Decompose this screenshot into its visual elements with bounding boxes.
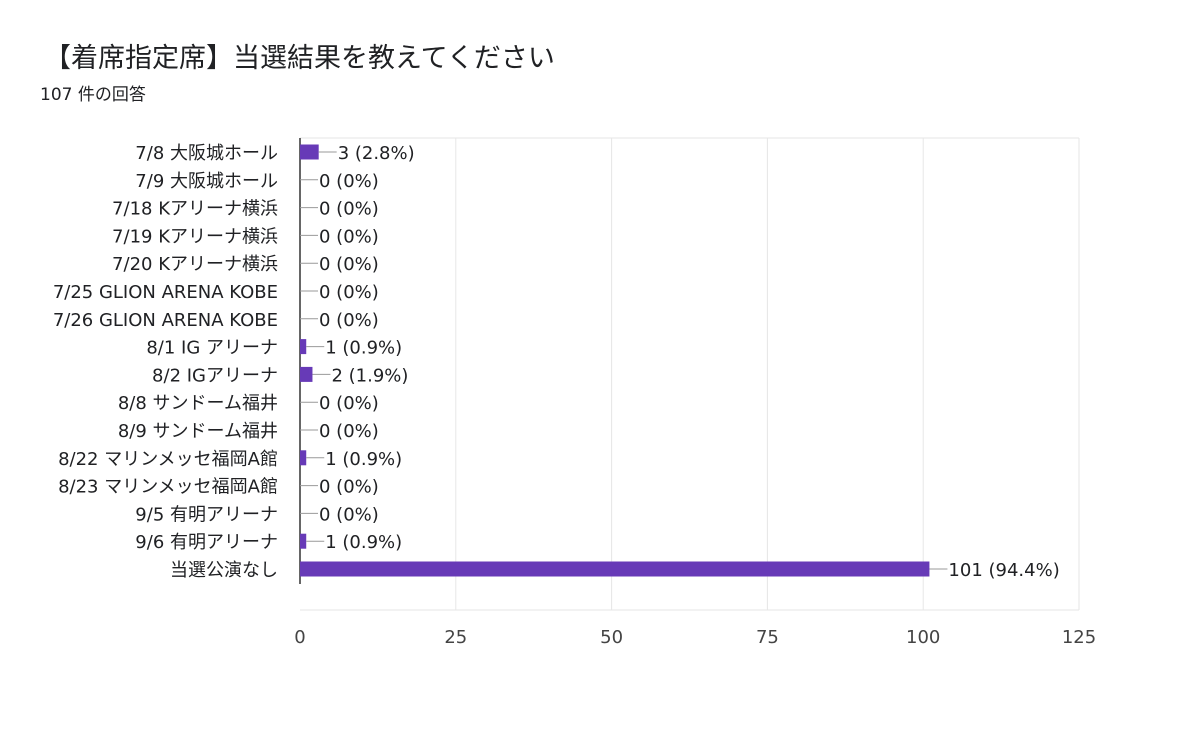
value-label: 1 (0.9%) bbox=[325, 338, 402, 359]
value-label: 2 (1.9%) bbox=[331, 365, 408, 386]
bar bbox=[300, 144, 319, 160]
category-label: 7/26 GLION ARENA KOBE bbox=[53, 310, 278, 331]
category-label: 当選公演なし bbox=[170, 560, 278, 581]
category-label: 7/19 Kアリーナ横浜 bbox=[112, 226, 278, 247]
category-label: 7/20 Kアリーナ横浜 bbox=[112, 254, 278, 275]
value-label: 0 (0%) bbox=[319, 310, 379, 331]
category-label: 8/1 IG アリーナ bbox=[146, 338, 278, 359]
x-tick-label: 100 bbox=[906, 627, 940, 648]
bar bbox=[300, 366, 313, 382]
value-label: 101 (94.4%) bbox=[948, 560, 1059, 581]
response-count: 107 件の回答 bbox=[40, 85, 146, 105]
bar bbox=[300, 339, 307, 355]
value-label: 0 (0%) bbox=[319, 504, 379, 525]
x-tick-label: 0 bbox=[294, 627, 305, 648]
value-label: 0 (0%) bbox=[319, 477, 379, 498]
category-label: 9/5 有明アリーナ bbox=[135, 504, 278, 525]
category-label: 9/6 有明アリーナ bbox=[135, 532, 278, 553]
value-label: 0 (0%) bbox=[319, 282, 379, 303]
bar-layer bbox=[300, 144, 930, 577]
value-label: 0 (0%) bbox=[319, 254, 379, 275]
category-label: 8/23 マリンメッセ福岡A館 bbox=[58, 477, 278, 498]
value-label: 0 (0%) bbox=[319, 171, 379, 192]
x-tick-label: 75 bbox=[756, 627, 779, 648]
value-label: 1 (0.9%) bbox=[325, 449, 402, 470]
chart-title: 【着席指定席】当選結果を教えてください bbox=[44, 43, 555, 74]
value-label: 0 (0%) bbox=[319, 226, 379, 247]
label-layer: 0 25 50 75 100 125 3 (2.8%) 7/8 大阪城ホール 0 (0%) 7/9… bbox=[53, 143, 1096, 648]
value-label: 0 (0%) bbox=[319, 421, 379, 442]
category-label: 7/25 GLION ARENA KOBE bbox=[53, 282, 278, 303]
category-label: 8/2 IGアリーナ bbox=[152, 365, 278, 386]
value-label: 0 (0%) bbox=[319, 393, 379, 414]
x-tick-label: 25 bbox=[444, 627, 467, 648]
x-tick-label: 125 bbox=[1062, 627, 1096, 648]
bar bbox=[300, 561, 930, 577]
value-label: 0 (0%) bbox=[319, 199, 379, 220]
grid-layer bbox=[299, 137, 1080, 611]
value-label: 3 (2.8%) bbox=[338, 143, 415, 164]
category-label: 7/8 大阪城ホール bbox=[135, 143, 278, 164]
x-tick-label: 50 bbox=[600, 627, 623, 648]
bar bbox=[300, 533, 307, 549]
category-label: 8/9 サンドーム福井 bbox=[118, 421, 278, 442]
category-label: 7/9 大阪城ホール bbox=[135, 171, 278, 192]
category-label: 8/8 サンドーム福井 bbox=[118, 393, 278, 414]
category-label: 8/22 マリンメッセ福岡A館 bbox=[58, 449, 278, 470]
value-label: 1 (0.9%) bbox=[325, 532, 402, 553]
category-label: 7/18 Kアリーナ横浜 bbox=[112, 199, 278, 220]
bar bbox=[300, 450, 307, 466]
